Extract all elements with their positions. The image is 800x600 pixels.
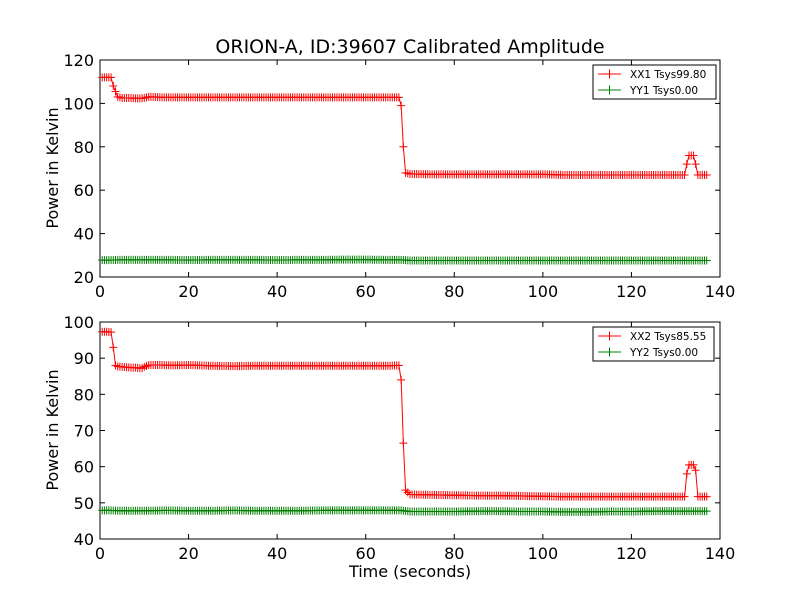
bottom-series-xx-point	[111, 361, 120, 370]
bottom-legend-marker	[605, 331, 614, 341]
top-legend-label: XX1 Tsys99.80	[630, 69, 706, 81]
top-series-xx-point	[394, 93, 403, 102]
top-series-xx-point	[113, 92, 122, 101]
bottom-legend-label: YY2 Tsys0.00	[629, 347, 698, 359]
top-series-xx-point	[682, 160, 691, 169]
bottom-legend-label: XX2 Tsys85.55	[630, 331, 706, 343]
top-series-xx-point	[702, 171, 711, 180]
bottom-y-tick-label: 80	[74, 385, 94, 404]
bottom-series-xx-point	[403, 488, 412, 497]
bottom-y-tick-label: 70	[74, 422, 94, 441]
top-legend-marker	[605, 85, 614, 95]
bottom-series-xx-point	[682, 469, 691, 478]
top-series-xx-point	[109, 82, 118, 91]
top-legend-label: YY1 Tsys0.00	[629, 85, 698, 97]
chart-title: ORION-A, ID:39607 Calibrated Amplitude	[215, 36, 604, 58]
top-y-tick-label: 20	[74, 268, 94, 287]
top-series-xx-point	[107, 73, 116, 82]
top-y-tick-label: 60	[74, 181, 94, 200]
top-series-yy-point	[702, 256, 711, 265]
top-series-xx-point	[399, 142, 408, 151]
bottom-y-tick-label: 50	[74, 494, 94, 513]
top-y-tick-label: 40	[74, 225, 94, 244]
bottom-x-tick-label: 40	[267, 544, 287, 563]
bottom-series-xx-point	[397, 375, 406, 384]
bottom-x-axis-label: Time (seconds)	[348, 562, 471, 581]
bottom-series-xx-point	[689, 460, 698, 469]
top-x-tick-label: 40	[267, 282, 287, 301]
bottom-y-tick-label: 90	[74, 349, 94, 368]
top-series-xx-point	[140, 93, 149, 102]
bottom-x-tick-label: 140	[705, 544, 736, 563]
top-y-tick-label: 120	[63, 51, 94, 70]
bottom-y-tick-label: 100	[63, 313, 94, 332]
bottom-legend-marker	[605, 347, 614, 357]
bottom-series-xx-point	[394, 361, 403, 370]
top-y-tick-label: 80	[74, 138, 94, 157]
top-series-xx-point	[689, 151, 698, 160]
bottom-x-tick-label: 0	[95, 544, 105, 563]
bottom-series-xx-point	[140, 362, 149, 371]
bottom-x-tick-label: 80	[444, 544, 464, 563]
top-x-tick-label: 140	[705, 282, 736, 301]
bottom-legend	[592, 326, 715, 362]
bottom-plot-panel: 0 20 40 60 80 100 120 140 40 50 60 70 80 90 100 XX2 Tsy…	[63, 313, 735, 563]
top-series-xx-point	[680, 171, 689, 180]
top-series-xx-point	[142, 93, 151, 102]
bottom-series-xx-point	[399, 439, 408, 448]
bottom-series-xx-point	[107, 328, 116, 337]
bottom-series-xx-point	[702, 492, 711, 501]
top-series-xx-point	[691, 160, 700, 169]
bottom-series-yy-point	[702, 507, 711, 516]
bottom-x-tick-label: 20	[178, 544, 198, 563]
top-x-tick-label: 80	[444, 282, 464, 301]
top-series-xx-point	[397, 101, 406, 110]
top-x-tick-label: 60	[356, 282, 376, 301]
top-y-tick-label: 100	[63, 94, 94, 113]
top-series-xx-point	[111, 87, 120, 96]
bottom-series-xx-point	[680, 492, 689, 501]
bottom-x-tick-label: 100	[528, 544, 559, 563]
bottom-y-tick-label: 60	[74, 458, 94, 477]
bottom-y-tick-label: 40	[74, 530, 94, 549]
top-x-tick-label: 100	[528, 282, 559, 301]
bottom-x-tick-label: 60	[356, 544, 376, 563]
top-legend	[592, 64, 717, 100]
top-x-tick-label: 0	[95, 282, 105, 301]
top-legend-marker	[605, 69, 614, 79]
bottom-y-axis-label: Power in Kelvin	[43, 369, 62, 490]
top-plot-frame	[99, 59, 721, 278]
top-x-tick-label: 20	[178, 282, 198, 301]
bottom-x-tick-label: 120	[616, 544, 647, 563]
top-x-tick-label: 120	[616, 282, 647, 301]
top-series-xx-point	[401, 168, 410, 177]
bottom-series-xx-point	[691, 466, 700, 475]
top-y-axis-label: Power in Kelvin	[43, 107, 62, 228]
bottom-series-xx-point	[109, 343, 118, 352]
